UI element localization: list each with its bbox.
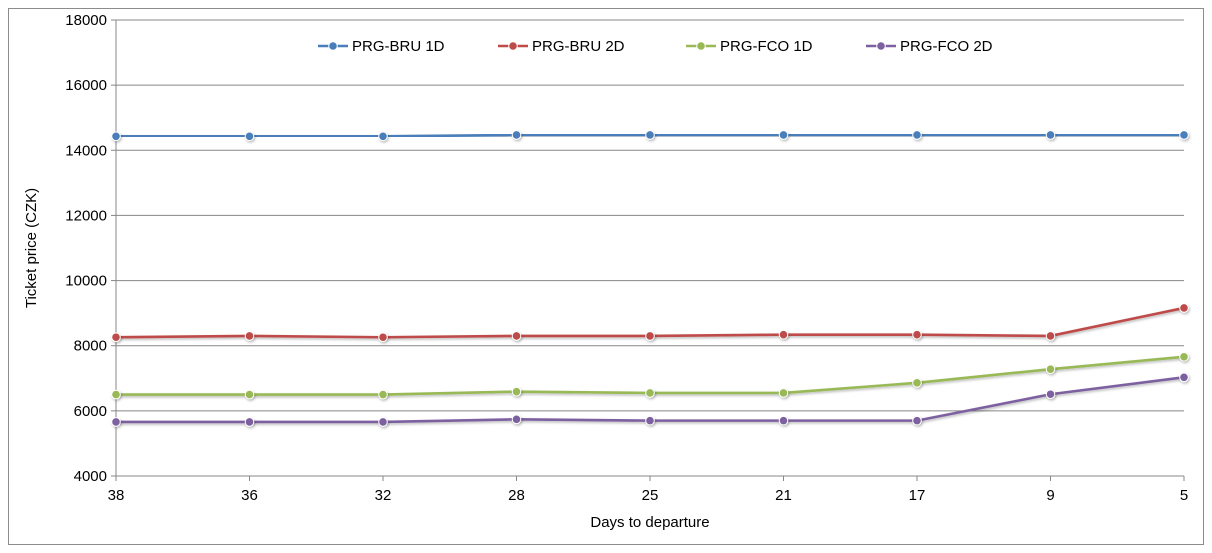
series-prg-fco-2d <box>111 372 1189 427</box>
x-tick-label: 32 <box>375 487 392 504</box>
data-point <box>1045 364 1056 374</box>
data-point <box>645 415 655 426</box>
legend-label: PRG-BRU 2D <box>532 38 625 55</box>
legend-label: PRG-BRU 1D <box>352 38 445 55</box>
data-point <box>778 415 789 426</box>
legend: PRG-BRU 1D PRG-BRU 2D PRG-FCO 1D PRG-FCO 2D <box>318 38 993 55</box>
y-tick-label: 18000 <box>65 12 107 29</box>
x-tick-label: 5 <box>1180 487 1188 504</box>
data-point <box>1045 331 1056 341</box>
y-tick-label: 6000 <box>74 403 107 420</box>
data-point <box>378 389 388 400</box>
x-tick-label: 25 <box>642 487 659 504</box>
data-point <box>1045 389 1056 400</box>
data-point <box>912 130 922 140</box>
data-point <box>244 331 255 341</box>
legend-item: PRG-FCO 1D <box>686 38 813 55</box>
data-point <box>111 332 121 343</box>
series-prg-bru-2d <box>111 303 1189 343</box>
data-point <box>111 131 121 142</box>
y-tick-label: 14000 <box>65 142 107 159</box>
data-point <box>1045 130 1056 140</box>
data-point <box>645 331 655 341</box>
legend-marker <box>508 41 518 51</box>
x-tick-label: 36 <box>241 487 258 504</box>
legend-label: PRG-FCO 2D <box>900 38 993 55</box>
data-point <box>778 130 789 140</box>
axes: 4000 6000 8000 10000 12000 14000 16000 18000 38 3… <box>65 12 1188 504</box>
x-axis-title: Days to departure <box>590 514 709 531</box>
data-point <box>244 389 255 400</box>
y-tick-label: 8000 <box>74 338 107 355</box>
legend-item: PRG-FCO 2D <box>866 38 993 55</box>
chart-frame <box>8 8 1204 545</box>
x-tick-label: 38 <box>108 487 125 504</box>
data-point <box>511 130 522 140</box>
x-tick-label: 9 <box>1046 487 1054 504</box>
data-point <box>645 388 655 398</box>
legend-item: PRG-BRU 1D <box>318 38 445 55</box>
legend-marker <box>328 41 338 51</box>
data-point <box>244 131 255 142</box>
data-point <box>111 417 121 427</box>
data-point <box>912 329 922 340</box>
data-point <box>378 332 388 343</box>
x-tick-label: 17 <box>909 487 926 504</box>
legend-marker <box>876 41 886 51</box>
data-point <box>378 417 388 427</box>
series-prg-bru-1d <box>111 130 1189 142</box>
legend-item: PRG-BRU 2D <box>498 38 625 55</box>
data-point <box>111 389 121 400</box>
data-point <box>1179 372 1189 383</box>
y-tick-label: 12000 <box>65 207 107 224</box>
data-point <box>778 329 789 340</box>
gridlines <box>116 19 1184 412</box>
x-tick-label: 28 <box>508 487 525 504</box>
legend-marker <box>696 41 706 51</box>
series-group <box>111 130 1189 427</box>
data-point <box>511 414 522 425</box>
y-axis-title: Ticket price (CZK) <box>23 188 40 308</box>
y-tick-label: 4000 <box>74 468 107 485</box>
data-point <box>1179 130 1189 140</box>
data-point <box>645 130 655 140</box>
data-point <box>1179 351 1189 362</box>
series-line <box>114 376 1186 424</box>
y-tick-label: 10000 <box>65 273 107 290</box>
data-point <box>511 331 522 341</box>
data-point <box>912 378 922 388</box>
legend-label: PRG-FCO 1D <box>720 38 813 55</box>
data-point <box>778 388 789 398</box>
data-point <box>1179 303 1189 313</box>
data-point <box>511 386 522 397</box>
data-point <box>378 131 388 142</box>
x-tick-label: 21 <box>775 487 792 504</box>
data-point <box>912 415 922 426</box>
data-point <box>244 417 255 427</box>
y-tick-label: 16000 <box>65 77 107 94</box>
series-prg-fco-1d <box>111 351 1189 400</box>
